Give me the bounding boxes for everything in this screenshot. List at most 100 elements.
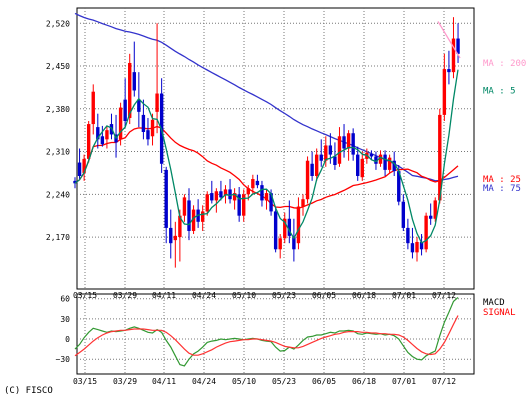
ma200-line [437, 21, 461, 59]
macd-legend-label: MACD [483, 298, 505, 308]
candle-body [200, 211, 205, 222]
candle-body [360, 158, 364, 178]
candle-body [387, 157, 392, 170]
candle-body [319, 154, 323, 161]
candle-body [169, 227, 173, 244]
macd-y-tick-label: 0 [65, 335, 70, 344]
signal-line [74, 315, 459, 357]
candle-body [242, 194, 246, 216]
macd-series [74, 296, 459, 367]
macd-x-tick-label: 04/24 [192, 377, 216, 386]
macd-legend-label: SIGNAL [483, 308, 516, 318]
candle-body [278, 238, 282, 250]
candle-body [346, 133, 351, 149]
candle-body [118, 107, 123, 140]
candle-body [397, 171, 401, 202]
candle-body [296, 206, 301, 244]
candle-body [374, 156, 378, 164]
candle-body [324, 145, 328, 161]
price-x-tick-label: 06/05 [312, 291, 336, 300]
macd-x-tick-label: 06/18 [352, 377, 376, 386]
macd-x-tick-label: 07/12 [432, 377, 456, 386]
macd-y-tick-label: 60 [60, 295, 70, 304]
candle-body [342, 136, 346, 149]
macd-y-tick-label: 30 [60, 315, 70, 324]
price-y-tick-label: 2,240 [46, 190, 70, 199]
ma-label: MA : 75 [483, 184, 521, 194]
copyright-text: (C) FISCO [4, 386, 53, 396]
macd-panel-frame [76, 293, 475, 375]
candle-body [292, 237, 296, 250]
candle-body [173, 235, 178, 241]
price-x-tick-label: 03/29 [113, 291, 137, 300]
price-x-tick-label: 05/10 [232, 291, 256, 300]
candle-body [351, 133, 355, 155]
candle-body [228, 189, 232, 200]
price-x-tick-label: 07/01 [392, 291, 416, 300]
macd-x-tick-label: 07/01 [392, 377, 416, 386]
price-x-tick-label: 07/12 [432, 291, 456, 300]
candle-body [406, 227, 410, 244]
candle-body [146, 130, 150, 140]
candle-body [410, 243, 415, 253]
ma-label: MA : 200 [483, 59, 526, 69]
candle-body [392, 160, 396, 172]
candle-body [251, 179, 255, 189]
price-y-tick-label: 2,520 [46, 19, 70, 28]
candle-body [456, 38, 460, 54]
price-y-tick-label: 2,450 [46, 62, 70, 71]
price-x-tick-label: 04/11 [152, 291, 176, 300]
macd-y-tick-label: −30 [56, 355, 71, 364]
candle-body [273, 211, 278, 250]
candle-body [287, 218, 292, 236]
candle-body [283, 218, 287, 239]
candle-body [86, 124, 91, 159]
candle-body [237, 194, 241, 216]
price-y-tick-label: 2,380 [46, 105, 70, 114]
candle-body [442, 69, 447, 115]
candle-body [447, 69, 451, 73]
candle-body [150, 119, 155, 137]
macd-x-tick-label: 03/29 [113, 377, 137, 386]
macd-x-tick-label: 04/11 [152, 377, 176, 386]
candle-body [310, 163, 314, 176]
candle-body [328, 145, 333, 155]
candle-body [187, 200, 191, 231]
candle-body [141, 114, 146, 133]
candle-body [105, 130, 109, 140]
candle-body [401, 201, 406, 228]
candle-body [137, 99, 141, 112]
candle-body [82, 158, 86, 173]
candle-body [210, 193, 214, 201]
macd-x-tick-label: 03/15 [73, 377, 97, 386]
candle-body [214, 191, 219, 201]
ma-label: MA : 25 [483, 175, 521, 185]
candle-body [182, 197, 187, 216]
candle-body [77, 162, 82, 176]
candle-body [96, 127, 100, 140]
candle-body [301, 199, 305, 207]
candle-body [91, 91, 95, 125]
price-y-tick-label: 2,170 [46, 233, 70, 242]
candle-body [205, 194, 209, 212]
price-series [73, 12, 461, 268]
price-x-tick-label: 03/15 [73, 291, 97, 300]
candle-body [164, 169, 168, 228]
price-x-tick-label: 05/23 [272, 291, 296, 300]
candle-body [433, 200, 437, 219]
ma-label: MA : 5 [483, 86, 516, 96]
candle-body [378, 154, 383, 164]
macd-line [74, 296, 459, 367]
candle-body [223, 189, 228, 196]
candle-body [369, 153, 374, 157]
candle-body [269, 193, 273, 212]
candle-body [424, 215, 428, 250]
candle-body [383, 154, 387, 170]
candle-body [128, 62, 132, 118]
candle-body [73, 180, 77, 184]
candle-body [191, 209, 196, 231]
candle-body [100, 136, 105, 145]
candle-body [305, 160, 310, 200]
